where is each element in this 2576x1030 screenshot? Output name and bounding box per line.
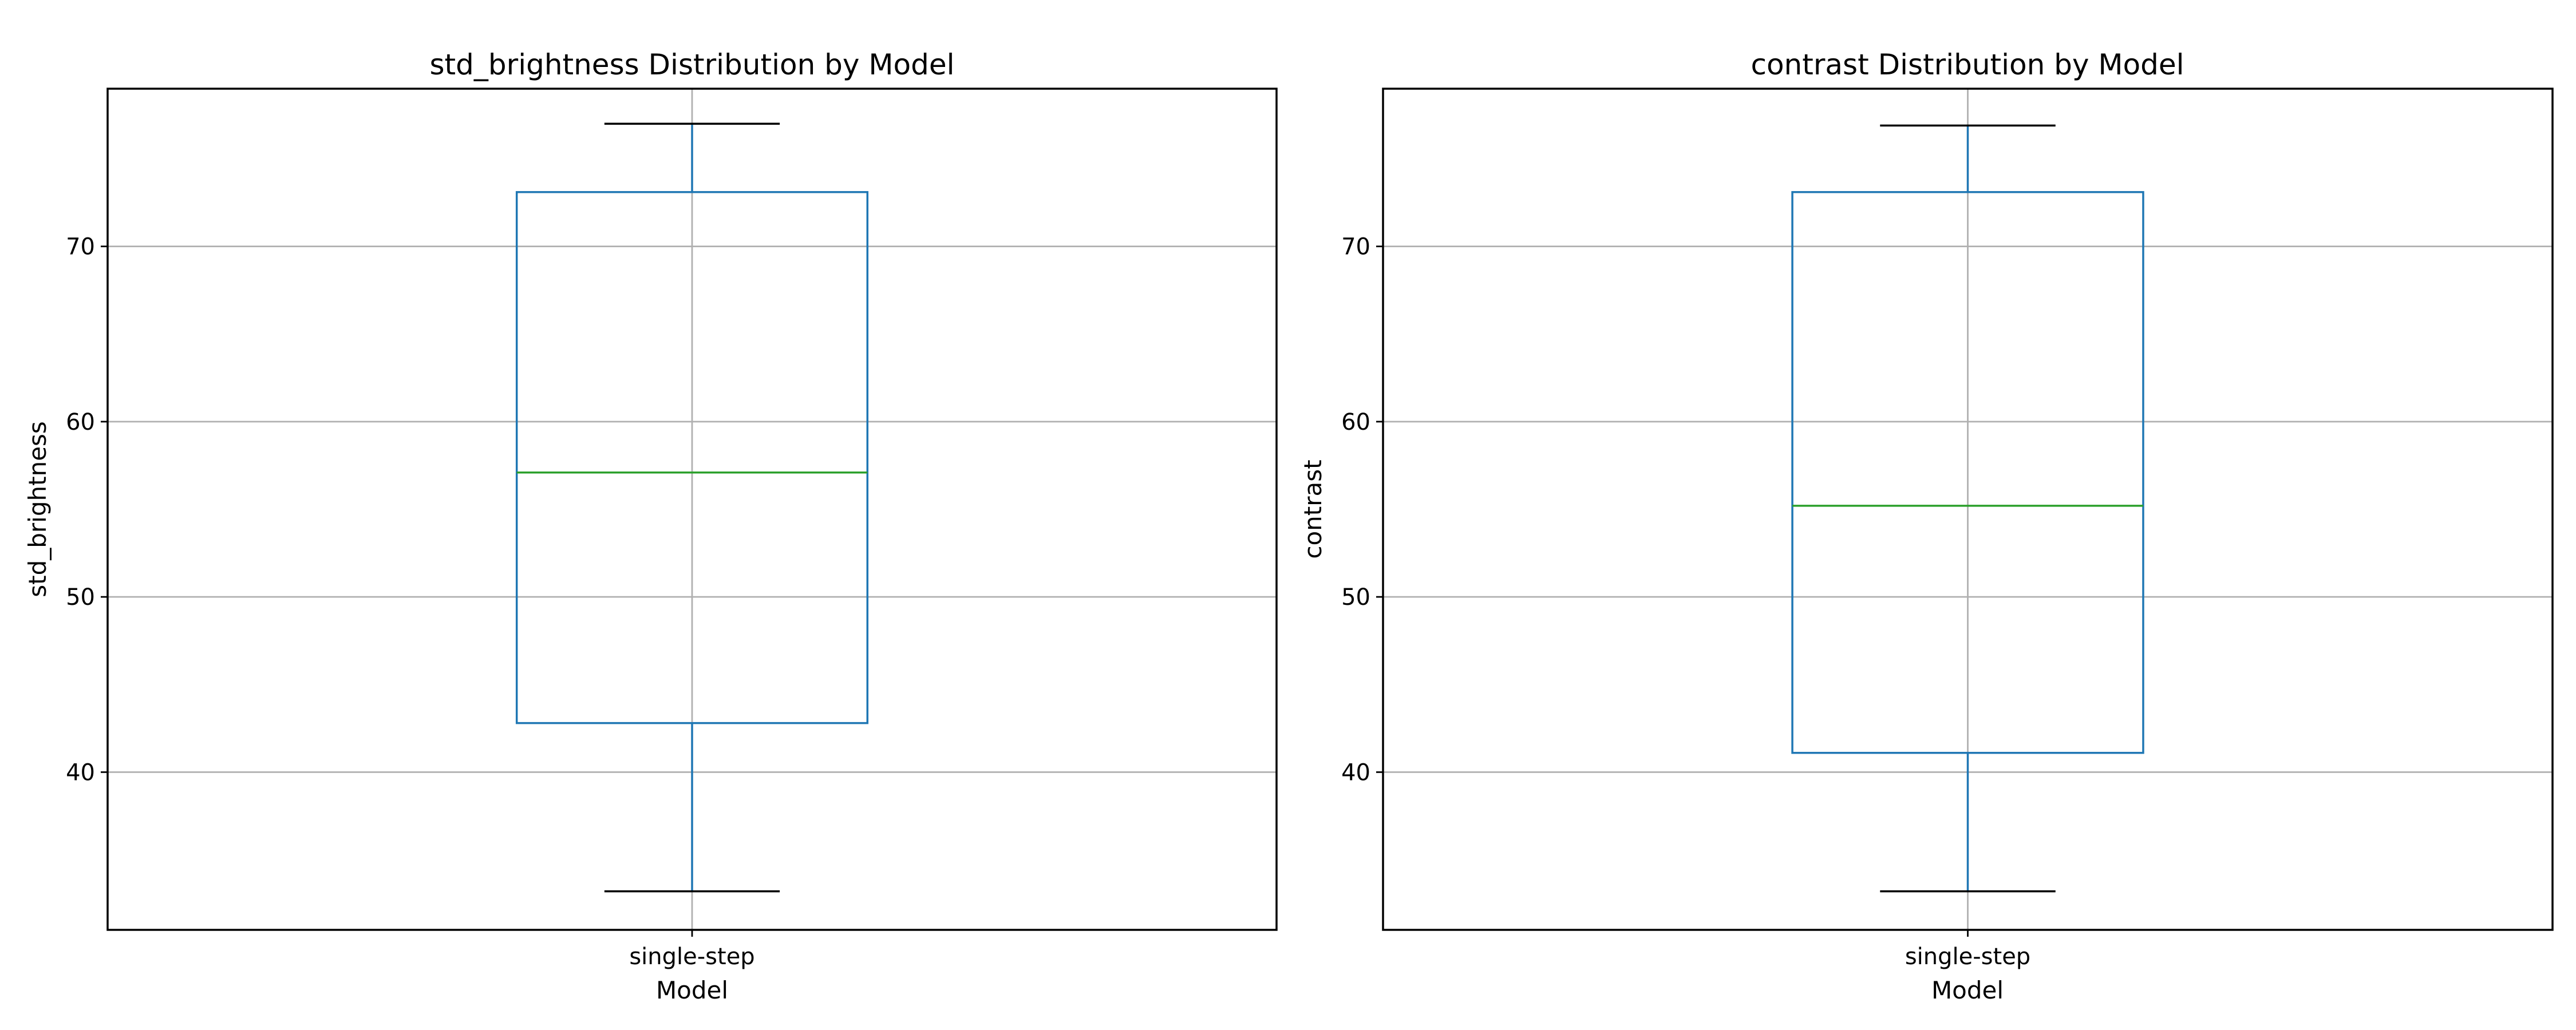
y-axis-label: contrast [1299, 459, 1327, 558]
y-tick-label: 60 [1341, 409, 1370, 435]
chart-panel-contrast: contrast Distribution by Model 40506070 … [1299, 48, 2554, 1004]
x-axis: single-step [629, 930, 755, 970]
x-axis-label: Model [1931, 976, 2004, 1004]
y-axis: 40 50 60 70 [1341, 234, 1383, 786]
gridlines [108, 89, 1277, 930]
iqr-box [515, 191, 869, 724]
y-axis-label: std_brightness [23, 421, 52, 597]
x-tick-label: single-step [629, 944, 754, 970]
box-plot [1791, 124, 2144, 893]
x-axis-label: Model [656, 976, 728, 1004]
y-tick-label: 70 [1341, 234, 1370, 260]
box-plot-group [515, 122, 869, 893]
y-axis: 40 50 60 70 [66, 234, 108, 786]
y-tick-label: 60 [66, 409, 95, 435]
x-axis: single-step [1905, 930, 2030, 970]
y-tick-label: 70 [66, 234, 95, 260]
iqr-box [1791, 191, 2144, 754]
x-tick-label: single-step [1905, 944, 2030, 970]
y-tick-label: 40 [66, 759, 95, 786]
y-tick-label: 40 [1341, 759, 1370, 786]
box-plot-group [1791, 124, 2144, 893]
chart-title: contrast Distribution by Model [1751, 48, 2184, 81]
y-tick-label: 50 [1341, 584, 1370, 611]
y-tick-label: 50 [66, 584, 95, 611]
box-plot [515, 122, 869, 893]
chart-panel-std-brightness: std_brightness Distribution by Model 40 5… [23, 48, 1278, 1004]
chart-title: std_brightness Distribution by Model [430, 48, 955, 81]
